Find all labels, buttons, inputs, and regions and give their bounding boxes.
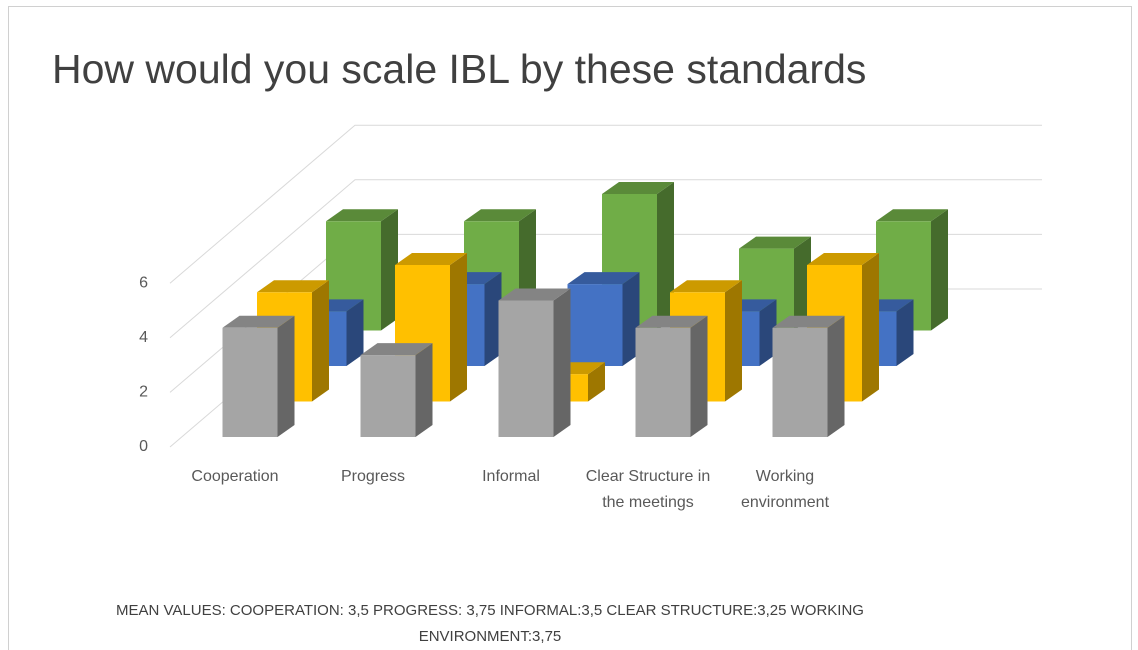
bar-top: [257, 280, 329, 293]
bar-top: [739, 236, 811, 249]
bar-top: [498, 288, 571, 301]
x-tick-label: Informal: [482, 468, 540, 485]
bar-side: [484, 272, 502, 366]
bar-top: [807, 253, 879, 265]
bar-side: [827, 315, 845, 437]
bar-top: [567, 272, 640, 285]
bar-side: [862, 253, 879, 402]
chart-title: How would you scale IBL by these standar…: [52, 46, 867, 92]
slide-frame: [8, 6, 1132, 650]
bar-top: [222, 315, 295, 328]
y-tick-label: 2: [139, 384, 148, 401]
bar: [567, 284, 623, 366]
y-tick-label: 0: [139, 438, 148, 455]
bar-top: [602, 182, 674, 194]
bar-side: [759, 299, 777, 366]
y-tick-label: 4: [139, 329, 148, 346]
x-tick-label: Working environment: [740, 468, 830, 511]
y-tick-label: 6: [139, 274, 148, 291]
grid-line: [169, 179, 1042, 339]
bar-top: [360, 343, 433, 356]
bar-side: [450, 253, 467, 402]
bar-top: [326, 209, 398, 222]
bar-side: [381, 209, 398, 331]
bar-top: [635, 315, 708, 328]
bar-side: [931, 209, 948, 331]
bar: [635, 327, 691, 437]
bar-top: [670, 280, 742, 293]
bar-side: [622, 272, 640, 366]
bar-side: [553, 288, 571, 437]
bar-side: [277, 315, 295, 437]
bar-side: [588, 362, 605, 402]
bar-top: [395, 253, 467, 265]
x-tick-label: Progress: [340, 468, 406, 485]
bar-side: [657, 182, 674, 331]
bar-top: [464, 209, 536, 222]
annotation: MEAN VALUES: COOPERATION: 3,5 PROGRESS: …: [116, 602, 864, 645]
bar-side: [896, 299, 914, 366]
bar: [498, 300, 554, 437]
bar-side: [346, 299, 364, 366]
bar-side: [690, 315, 708, 437]
x-tick-label: Cooperation: [191, 468, 279, 485]
bar-top: [876, 209, 948, 222]
bar: [360, 355, 416, 437]
bar-top: [772, 315, 845, 328]
bar-side: [725, 280, 742, 402]
bar-side: [312, 280, 329, 402]
bar: [222, 327, 278, 437]
grid-line: [169, 124, 1042, 284]
bar: [772, 327, 828, 437]
bar-side: [794, 236, 811, 331]
x-tick-label: Clear Structure in the meetings: [585, 468, 711, 511]
bar-side: [415, 343, 433, 437]
